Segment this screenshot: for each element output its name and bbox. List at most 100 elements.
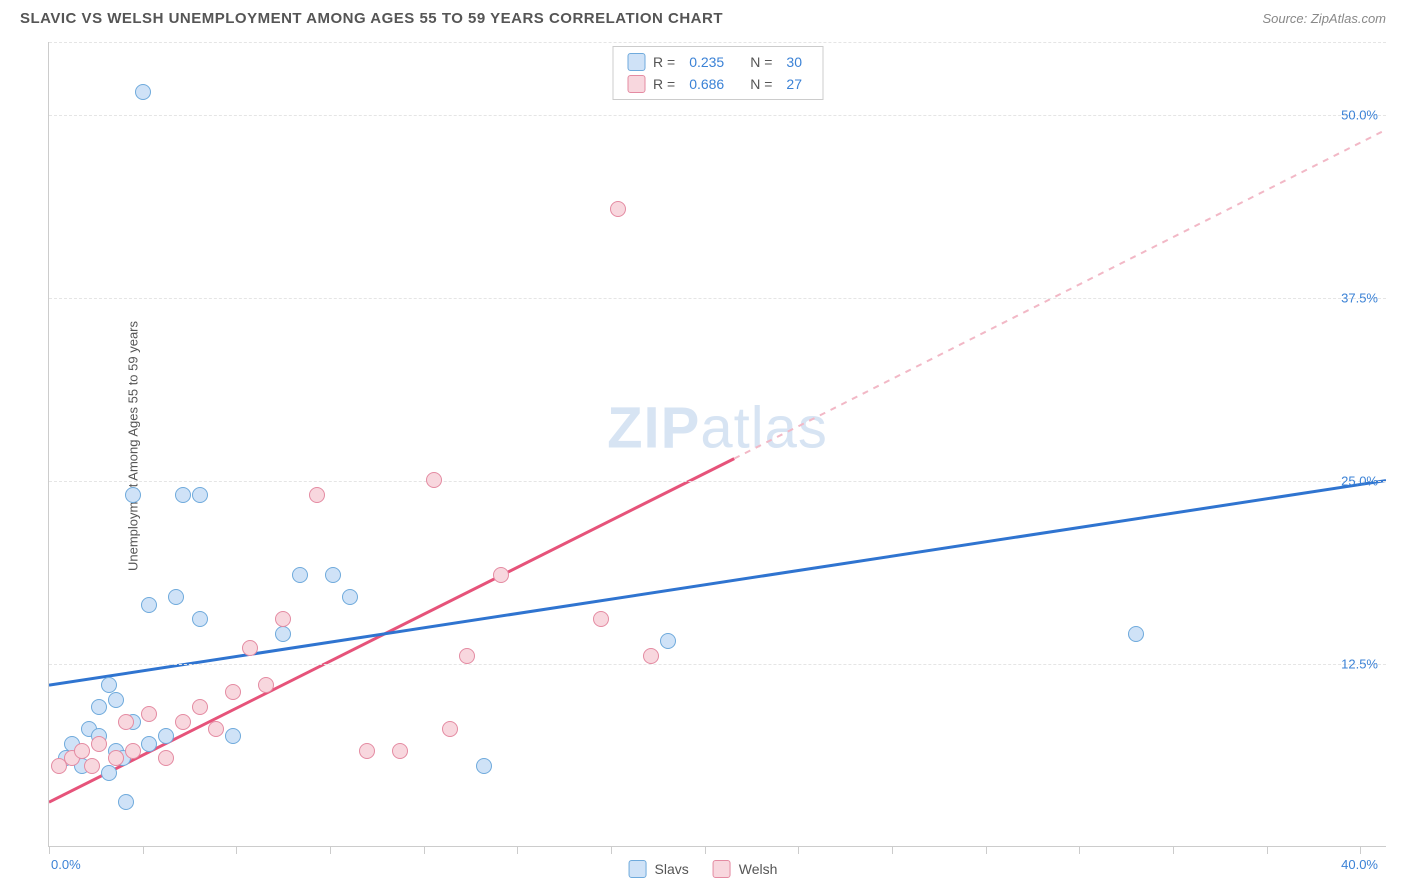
data-point (108, 750, 124, 766)
correlation-legend: R = 0.235 N = 30 R = 0.686 N = 27 (612, 46, 823, 100)
legend-r-value: 0.686 (689, 76, 724, 92)
data-point (175, 714, 191, 730)
data-point (258, 677, 274, 693)
legend-r-value: 0.235 (689, 54, 724, 70)
data-point (192, 699, 208, 715)
data-point (225, 728, 241, 744)
data-point (192, 487, 208, 503)
x-tick (1173, 846, 1174, 854)
legend-row: R = 0.235 N = 30 (627, 51, 808, 73)
legend-item: Slavs (629, 860, 689, 878)
legend-row: R = 0.686 N = 27 (627, 73, 808, 95)
chart-plot-area: ZIPatlas R = 0.235 N = 30 R = 0.686 N = 27 12.5… (48, 42, 1386, 847)
legend-swatch (627, 75, 645, 93)
data-point (325, 567, 341, 583)
x-tick (143, 846, 144, 854)
data-point (242, 640, 258, 656)
legend-r-label: R = (653, 76, 675, 92)
x-tick (424, 846, 425, 854)
data-point (593, 611, 609, 627)
data-point (359, 743, 375, 759)
legend-n-label: N = (750, 54, 772, 70)
legend-n-value: 30 (786, 54, 802, 70)
legend-n-value: 27 (786, 76, 802, 92)
x-tick (705, 846, 706, 854)
data-point (208, 721, 224, 737)
x-tick (611, 846, 612, 854)
data-point (118, 714, 134, 730)
data-point (1128, 626, 1144, 642)
source-label: Source: ZipAtlas.com (1262, 11, 1386, 26)
chart-title: SLAVIC VS WELSH UNEMPLOYMENT AMONG AGES … (20, 10, 723, 27)
data-point (459, 648, 475, 664)
data-point (493, 567, 509, 583)
x-tick (986, 846, 987, 854)
data-point (101, 765, 117, 781)
legend-swatch (713, 860, 731, 878)
gridline (49, 298, 1386, 299)
data-point (101, 677, 117, 693)
data-point (74, 743, 90, 759)
legend-item: Welsh (713, 860, 778, 878)
y-tick-label: 25.0% (1341, 474, 1378, 489)
data-point (141, 736, 157, 752)
chart-header: SLAVIC VS WELSH UNEMPLOYMENT AMONG AGES … (0, 0, 1406, 35)
x-tick-label-max: 40.0% (1341, 857, 1378, 872)
data-point (192, 611, 208, 627)
gridline (49, 481, 1386, 482)
data-point (175, 487, 191, 503)
legend-swatch (629, 860, 647, 878)
data-point (309, 487, 325, 503)
x-tick (798, 846, 799, 854)
gridline (49, 42, 1386, 43)
data-point (342, 589, 358, 605)
data-point (108, 692, 124, 708)
x-tick (236, 846, 237, 854)
data-point (141, 597, 157, 613)
data-point (660, 633, 676, 649)
legend-n-label: N = (750, 76, 772, 92)
data-point (141, 706, 157, 722)
y-tick-label: 37.5% (1341, 291, 1378, 306)
data-point (442, 721, 458, 737)
data-point (91, 736, 107, 752)
x-tick (1360, 846, 1361, 854)
y-tick-label: 12.5% (1341, 657, 1378, 672)
data-point (158, 750, 174, 766)
data-point (426, 472, 442, 488)
data-point (168, 589, 184, 605)
data-point (225, 684, 241, 700)
data-point (275, 626, 291, 642)
legend-swatch (627, 53, 645, 71)
data-point (118, 794, 134, 810)
x-tick (892, 846, 893, 854)
data-point (125, 487, 141, 503)
x-tick (1079, 846, 1080, 854)
data-point (135, 84, 151, 100)
data-point (84, 758, 100, 774)
gridline (49, 115, 1386, 116)
gridline (49, 664, 1386, 665)
trend-line (734, 130, 1386, 459)
data-point (610, 201, 626, 217)
data-point (91, 699, 107, 715)
series-legend: Slavs Welsh (629, 860, 778, 878)
legend-label: Welsh (739, 861, 778, 877)
x-tick (330, 846, 331, 854)
data-point (275, 611, 291, 627)
data-point (392, 743, 408, 759)
data-point (476, 758, 492, 774)
x-tick (49, 846, 50, 854)
x-tick-label-min: 0.0% (51, 857, 81, 872)
data-point (292, 567, 308, 583)
trend-lines-layer (49, 42, 1386, 846)
y-tick-label: 50.0% (1341, 108, 1378, 123)
data-point (643, 648, 659, 664)
x-tick (1267, 846, 1268, 854)
legend-r-label: R = (653, 54, 675, 70)
watermark: ZIPatlas (607, 394, 828, 461)
data-point (158, 728, 174, 744)
legend-label: Slavs (655, 861, 689, 877)
data-point (125, 743, 141, 759)
x-tick (517, 846, 518, 854)
